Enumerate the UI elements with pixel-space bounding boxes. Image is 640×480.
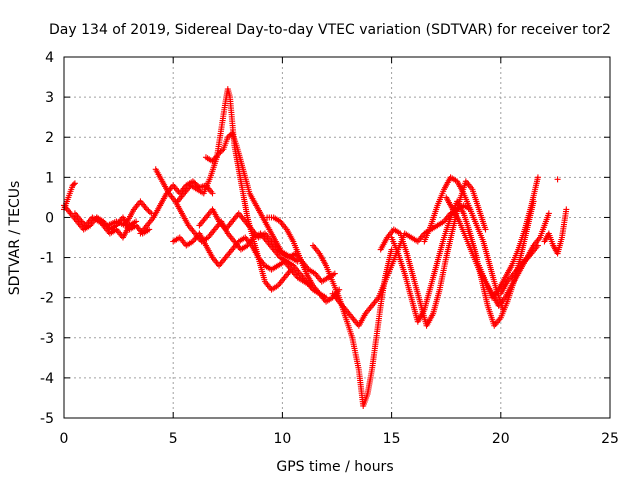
y-axis-label: SDTVAR / TECUs: [7, 181, 23, 296]
chart-title: Day 134 of 2019, Sidereal Day-to-day VTE…: [49, 22, 611, 38]
x-tick-label: 20: [492, 431, 510, 447]
y-tick-label: 4: [45, 50, 54, 66]
data-point: [331, 270, 338, 277]
y-tick-label: -2: [40, 291, 54, 307]
x-tick-label: 0: [60, 431, 69, 447]
data-point: [146, 209, 153, 216]
y-tick-label: 3: [45, 90, 54, 106]
data-point: [148, 210, 155, 217]
data-point: [288, 266, 295, 273]
x-axis-label: GPS time / hours: [276, 459, 393, 475]
plot-frame: [63, 56, 611, 419]
y-tick-label: -4: [40, 371, 54, 387]
axes: 0 5 10 15 20 25 -5 -4 -3 -2 -1 0 1 2 3 4: [40, 50, 619, 447]
y-tick-label: -1: [40, 251, 54, 267]
y-tick-label: 0: [45, 210, 54, 226]
data-point: [563, 206, 570, 213]
data-point: [133, 218, 140, 225]
data-point: [209, 190, 216, 197]
y-tick-label: -5: [40, 411, 54, 427]
data-point: [70, 181, 77, 188]
x-tick-label: 5: [169, 431, 178, 447]
data-point: [145, 207, 152, 214]
data-point: [146, 226, 153, 233]
x-tick-label: 15: [383, 431, 401, 447]
data-point: [534, 174, 541, 181]
y-tick-label: -3: [40, 331, 54, 347]
y-tick-label: 1: [45, 170, 54, 186]
y-tick-label: 2: [45, 130, 54, 146]
data-point: [71, 180, 78, 187]
data-points: [61, 86, 570, 409]
x-tick-label: 25: [601, 431, 619, 447]
data-point: [554, 176, 561, 183]
data-point: [545, 210, 552, 217]
x-tick-label: 10: [273, 431, 291, 447]
data-point: [482, 226, 489, 233]
